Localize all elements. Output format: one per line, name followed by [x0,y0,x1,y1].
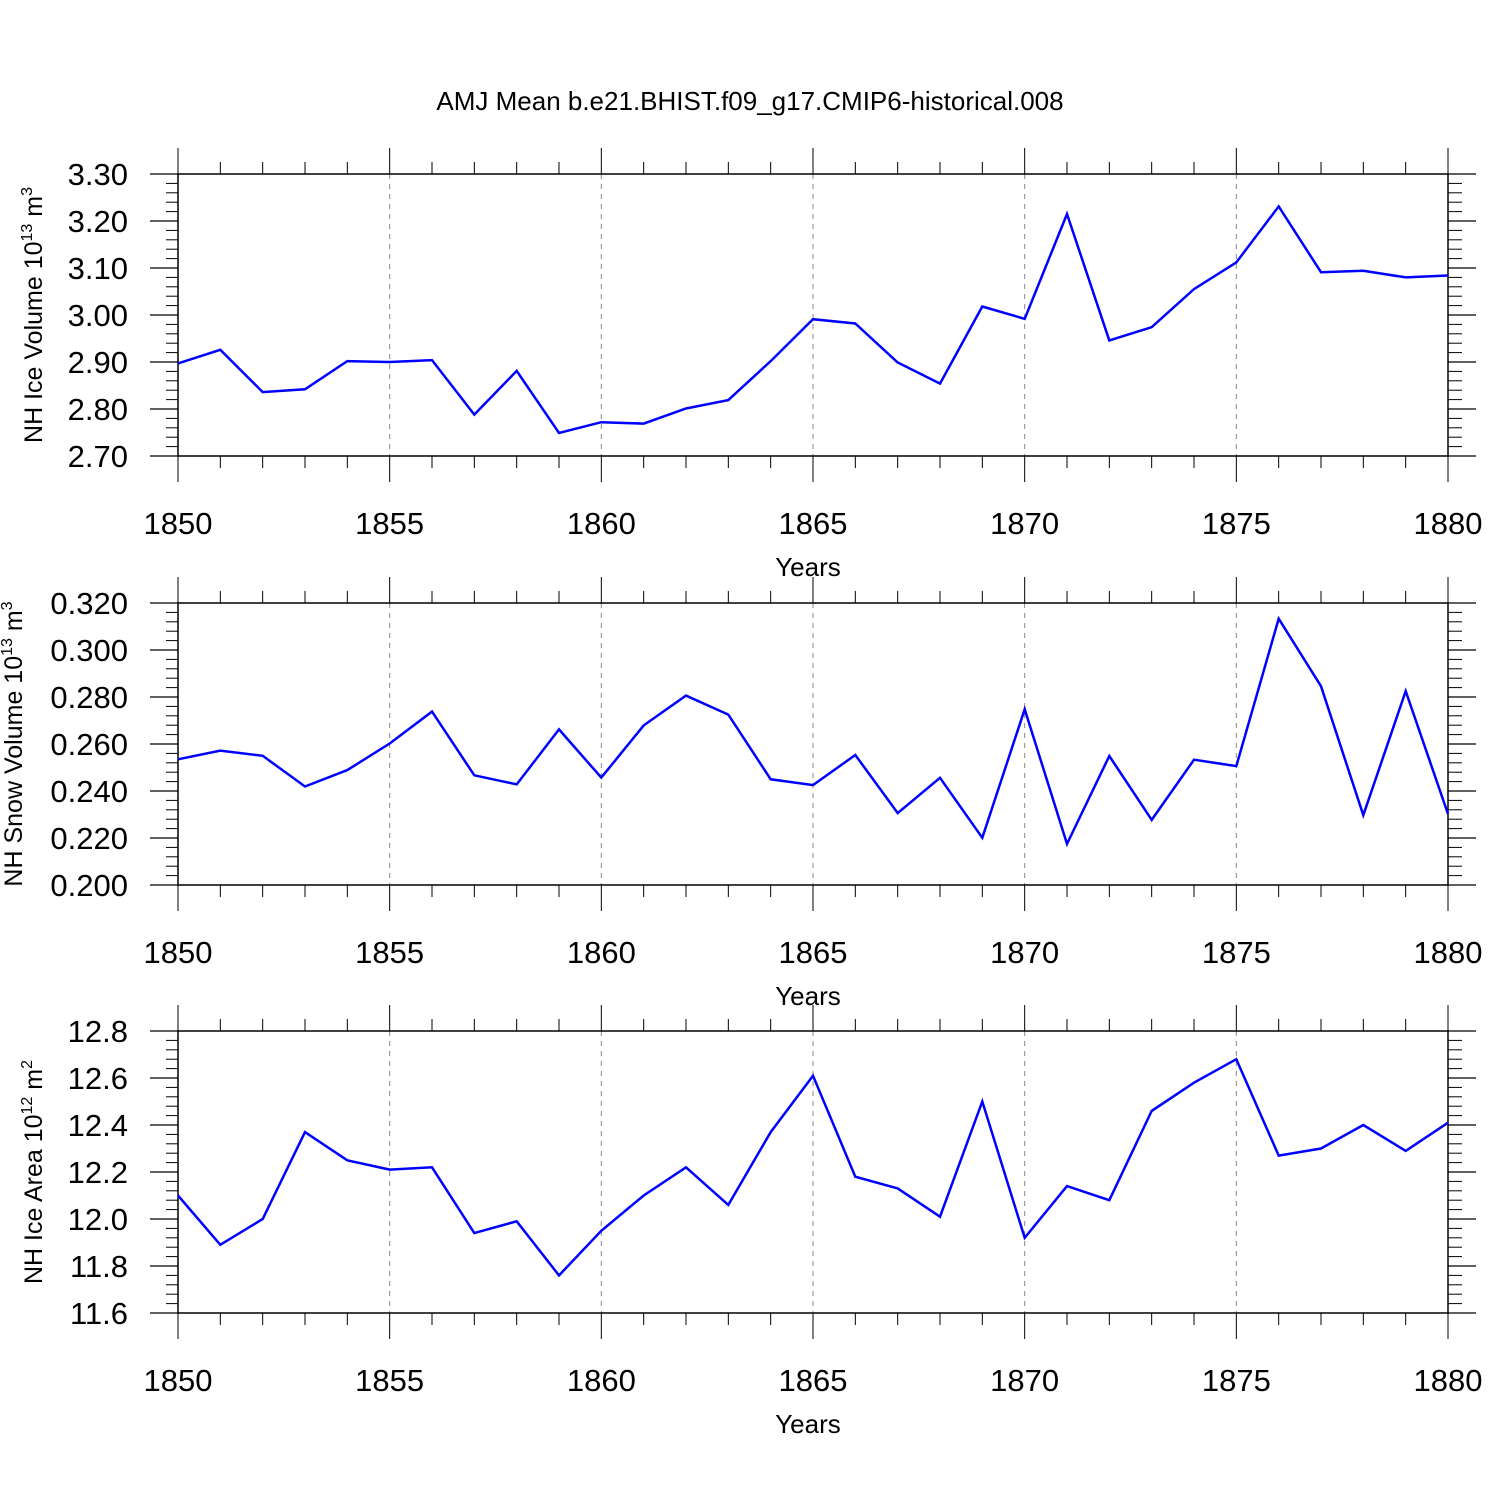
y-tick-label: 11.8 [70,1249,128,1284]
chart-panels: 2.70 2.80 2.90 3.00 3.10 3.20 3.30 1850 1855 1860… [0,148,1482,1439]
y-tick-label: 12.0 [68,1202,128,1237]
y-tick-label: 3.30 [68,157,128,192]
y-axis-label: NH Snow Volume 1013 m3 [0,601,28,886]
x-tick-label: 1855 [355,506,424,541]
y-tick-label: 0.200 [50,868,128,903]
x-tick-label: 1855 [355,1363,424,1398]
x-tick-label: 1865 [779,506,848,541]
x-axis-label: Years [775,552,841,582]
x-tick-label: 1850 [144,506,213,541]
panel-2: 0.200 0.220 0.240 0.260 0.280 0.300 0.320 1850 1… [0,577,1482,1011]
x-tick-label: 1870 [990,1363,1059,1398]
y-tick-label: 12.8 [68,1014,128,1049]
chart-title: AMJ Mean b.e21.BHIST.f09_g17.CMIP6-histo… [436,86,1063,116]
y-tick-label: 0.300 [50,633,128,668]
panel-1: 2.70 2.80 2.90 3.00 3.10 3.20 3.30 1850 1855 1860… [19,148,1482,582]
y-tick-label: 11.6 [70,1296,128,1331]
x-tick-label: 1850 [144,935,213,970]
x-tick-label: 1860 [567,1363,636,1398]
y-tick-label: 2.90 [68,345,128,380]
x-axis-label: Years [775,1409,841,1439]
x-axis-label: Years [775,981,841,1011]
series-line [177,204,1449,435]
x-tick-label: 1875 [1202,506,1271,541]
panel-3: 11.6 11.8 12.0 12.2 12.4 12.6 12.8 1850 1855 1860… [19,1005,1482,1439]
x-tick-label: 1865 [779,1363,848,1398]
y-tick-label: 3.00 [68,298,128,333]
y-tick-label: 0.320 [50,586,128,621]
x-tick-label: 1850 [144,1363,213,1398]
y-tick-label: 0.220 [50,821,128,856]
y-tick-label: 0.260 [50,727,128,762]
x-tick-label: 1870 [990,935,1059,970]
x-tick-label: 1875 [1202,935,1271,970]
x-tick-label: 1870 [990,506,1059,541]
y-tick-label: 3.20 [68,204,128,239]
y-tick-label: 12.4 [68,1108,128,1143]
y-tick-label: 12.6 [68,1061,128,1096]
series-line [177,615,1450,848]
y-tick-label: 2.70 [68,439,128,474]
y-tick-label: 2.80 [68,392,128,427]
y-tick-label: 0.240 [50,774,128,809]
x-tick-label: 1855 [355,935,424,970]
x-tick-label: 1860 [567,935,636,970]
x-tick-label: 1860 [567,506,636,541]
y-tick-label: 12.2 [68,1155,128,1190]
y-tick-label: 0.280 [50,680,128,715]
x-tick-label: 1880 [1414,935,1483,970]
x-tick-label: 1880 [1414,506,1483,541]
y-axis-label: NH Ice Volume 1013 m3 [19,187,48,443]
series-line [177,1057,1449,1278]
y-tick-label: 3.10 [68,251,128,286]
x-tick-label: 1865 [779,935,848,970]
x-tick-label: 1875 [1202,1363,1271,1398]
y-axis-label: NH Ice Area 1012 m2 [19,1060,48,1284]
x-tick-label: 1880 [1414,1363,1483,1398]
